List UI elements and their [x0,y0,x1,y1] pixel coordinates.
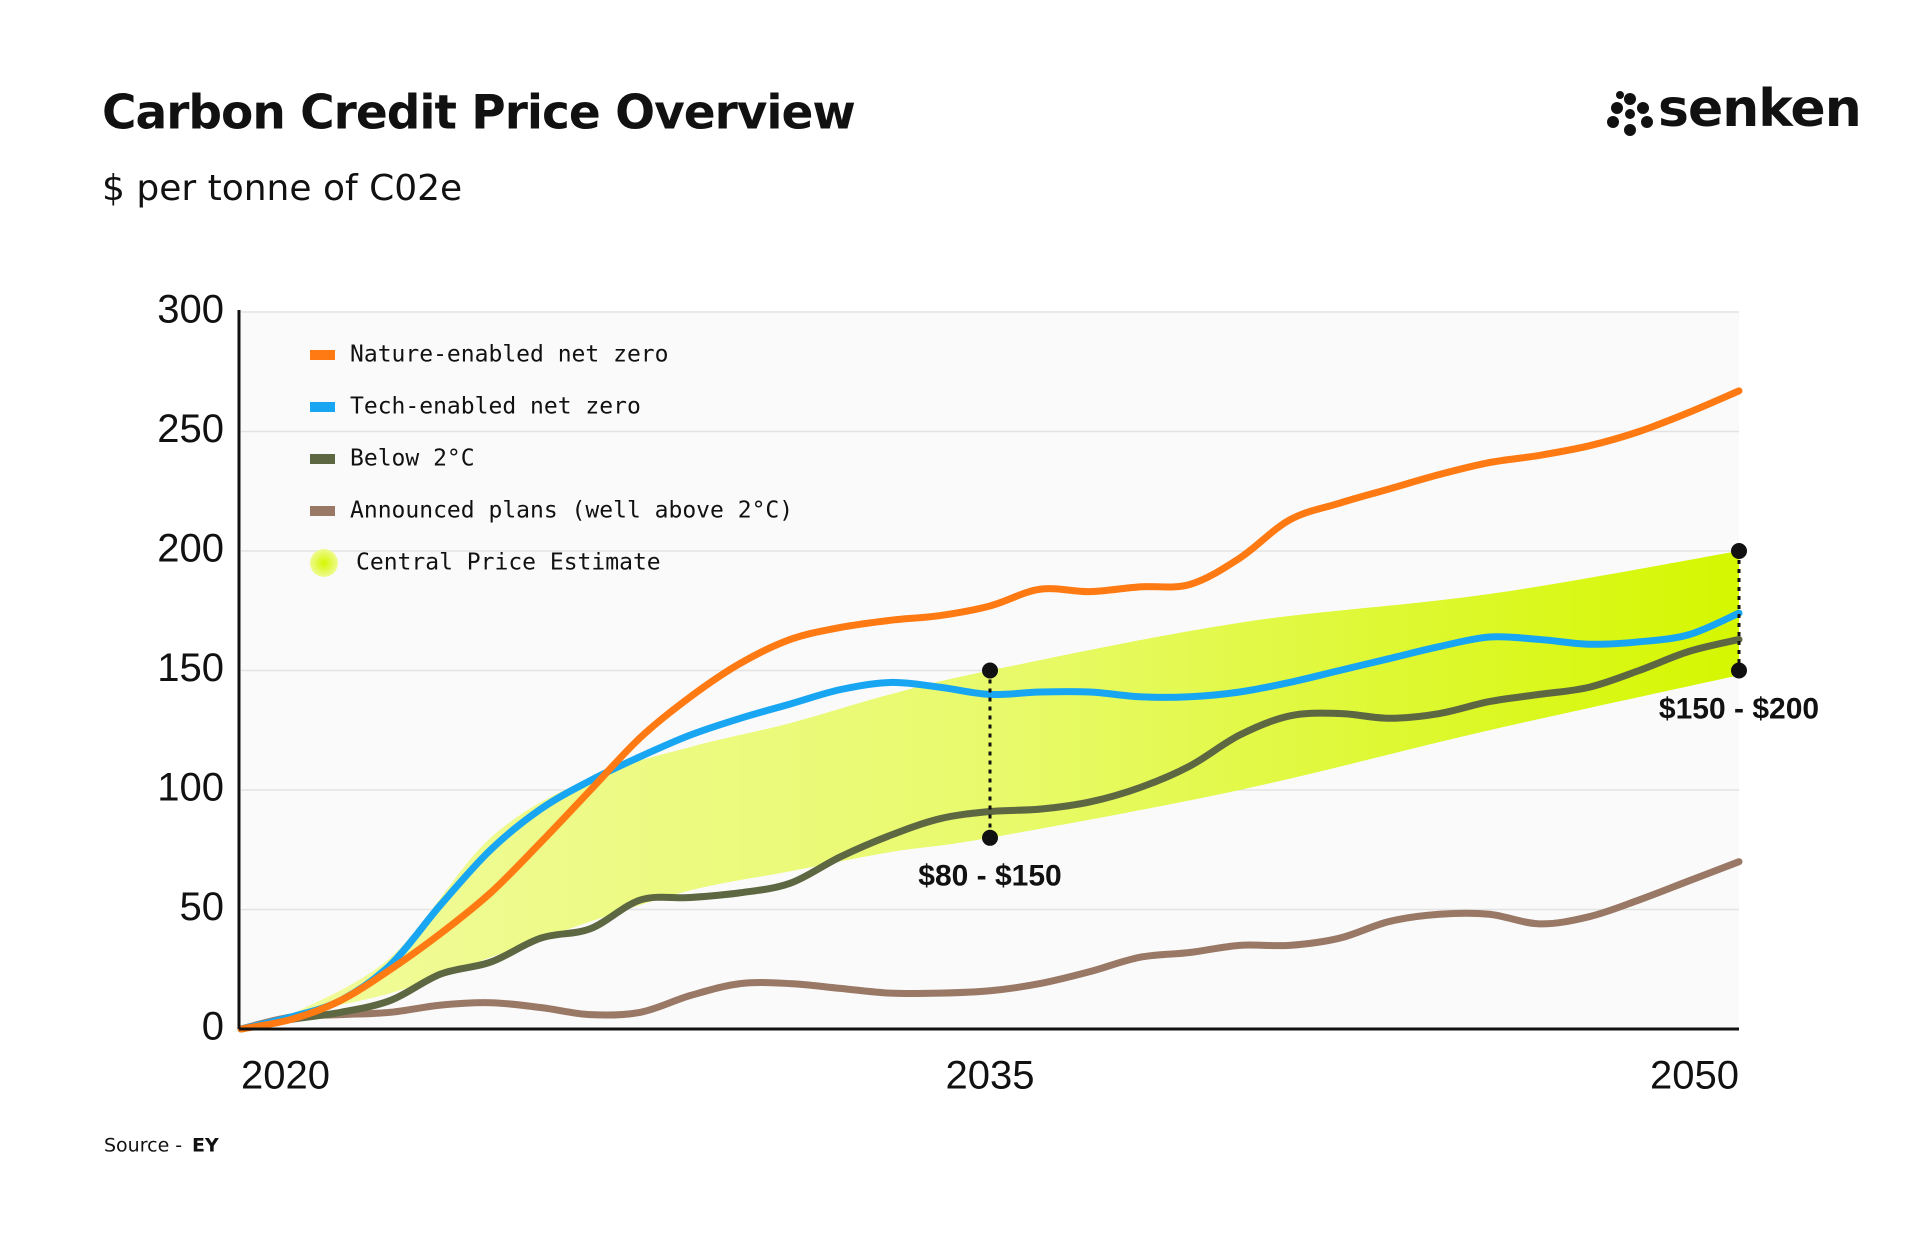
legend-swatch [310,350,335,360]
legend-label: Nature-enabled net zero [350,342,669,368]
source-label: Source - [104,1135,182,1157]
legend-label: Tech-enabled net zero [350,394,641,420]
legend-swatch [310,506,335,516]
y-tick-label: 250 [157,407,224,451]
legend-swatch [310,402,335,412]
plot-layer: 0 50 100 150 200 250 300 2020 2035 2050 Nature-ena… [157,288,1819,1098]
legend-swatch [310,454,335,464]
legend-swatch [310,549,338,577]
series-line [237,858,1743,1033]
range-dot [982,662,998,679]
x-tick-label: 2020 [241,1054,330,1098]
x-tick-label: 2050 [1650,1054,1739,1098]
range-label: $80 - $150 [918,860,1061,893]
series-line [237,387,1743,1033]
series-line [237,609,1743,1033]
range-label: $150 - $200 [1659,692,1819,725]
range-dot [982,829,998,846]
brand-logo: senken [1607,79,1862,139]
legend-label: Below 2°C [350,446,475,472]
range-dot [1731,662,1747,679]
y-tick-label: 300 [157,288,224,332]
y-tick-label: 200 [157,527,224,571]
x-tick-label: 2035 [946,1054,1035,1098]
y-tick-label: 0 [202,1005,224,1049]
range-dot [1731,543,1747,559]
chart-title: Carbon Credit Price Overview [102,86,855,141]
source-name: EY [192,1135,219,1157]
y-tick-label: 150 [157,646,224,690]
chart-subtitle: $ per tonne of C02e [102,168,462,209]
legend-label: Announced plans (well above 2°C) [350,498,793,524]
brand-name: senken [1658,79,1861,139]
y-tick-label: 50 [180,885,225,929]
legend-label: Central Price Estimate [356,550,661,576]
y-tick-label: 100 [157,766,224,810]
series-line [237,635,1743,1033]
